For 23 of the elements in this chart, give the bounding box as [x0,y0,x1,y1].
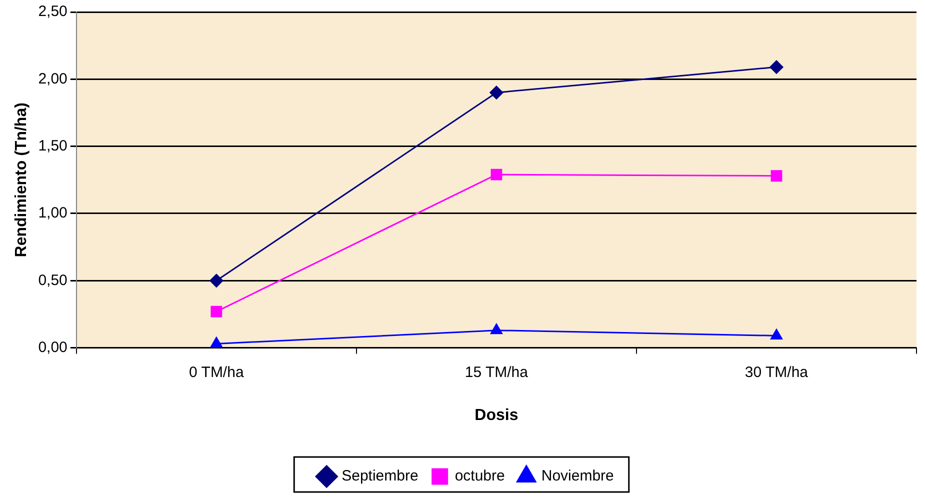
y-axis-title: Rendimiento (Tn/ha) [13,102,30,258]
point [490,324,502,334]
x-tick-label: 0 TM/ha [189,364,244,381]
legend-label: Noviembre [541,468,614,485]
y-tick-label: 0,50 [38,272,68,289]
x-tick-label: 30 TM/ha [744,364,809,381]
point [210,337,222,348]
y-tick-label: 0,00 [38,338,68,356]
point [490,86,504,100]
point [210,274,224,288]
y-tick-label: 2,00 [38,70,68,88]
legend-label: octubre [454,468,505,485]
point [490,168,502,180]
point [770,328,782,340]
y-tick-label: 1,00 [38,204,68,222]
legend-label: Septiembre [342,468,418,485]
x-axis-title: Dosis [474,406,518,424]
point [210,306,222,318]
y-tick-label: 2,50 [38,3,68,20]
y-tick-label: 1,50 [38,137,68,154]
point [770,60,784,74]
point [770,170,782,182]
x-tick-label: 15 TM/ha [464,364,529,381]
